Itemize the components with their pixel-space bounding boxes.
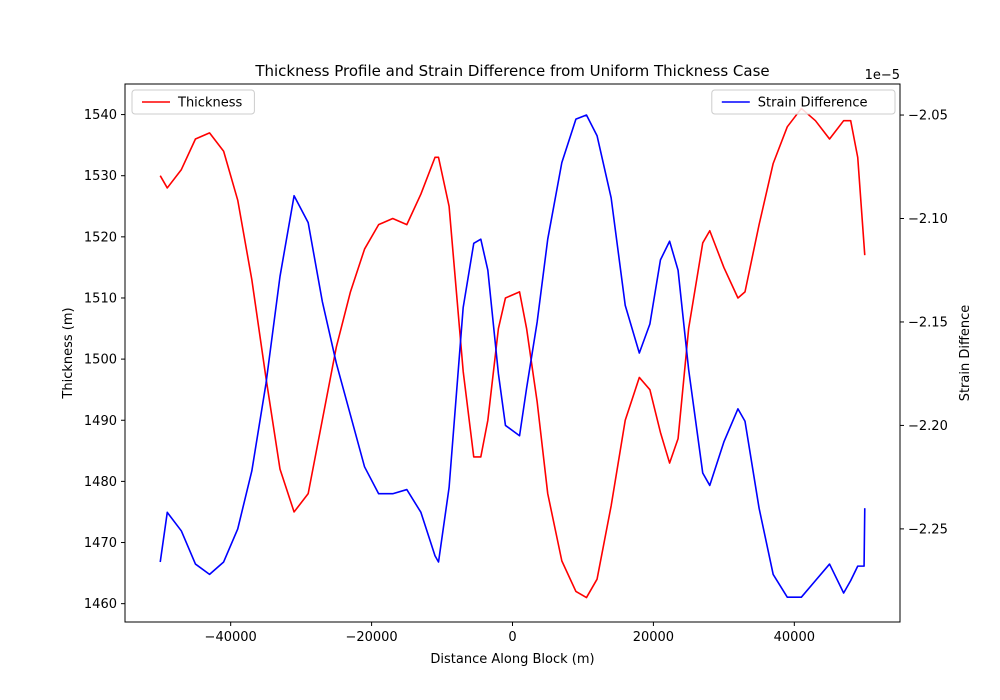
plot-area [159,107,866,599]
x-tick-label: 0 [508,630,516,645]
y-left-tick-label: 1510 [84,291,117,306]
y-left-tick-label: 1460 [84,597,117,612]
x-tick-label: −40000 [205,630,257,645]
legend-thickness: Thickness [131,89,255,115]
series-line-strain-difference [159,114,866,598]
y-right-tick-label: −2.05 [908,109,948,124]
right-axis-multiplier: 1e−5 [865,68,900,83]
x-tick-label: 40000 [774,630,815,645]
legend-box [711,89,896,115]
y-left-tick-label: 1540 [84,108,117,123]
legends: Thickness Strain Difference [131,89,896,115]
legend-label: Strain Difference [758,96,868,111]
x-tick-label: −20000 [345,630,397,645]
series-line-thickness [159,107,866,599]
y-left-tick-label: 1480 [84,475,117,490]
y-left-tick-label: 1490 [84,414,117,429]
y-right-tick-label: −2.15 [908,315,948,330]
y-axis-label-left: Thickness (m) [61,307,76,399]
x-tick-label: 20000 [633,630,674,645]
y-left-tick-label: 1520 [84,230,117,245]
y-left-tick-label: 1470 [84,536,117,551]
chart-title: Thickness Profile and Strain Difference … [254,62,769,80]
y-right-tick-label: −2.10 [908,212,948,227]
legend-strain-difference: Strain Difference [711,89,896,115]
y-left-tick-label: 1500 [84,353,117,368]
x-axis-label: Distance Along Block (m) [430,652,594,667]
y-axis-label-right: Strain Diffence [958,305,973,402]
axes: −40000 −20000 0 20000 40000 1460 1470 1480 1490 1… [84,83,948,645]
y-right-tick-label: −2.20 [908,419,948,434]
y-right-tick-label: −2.25 [908,522,948,537]
legend-box [131,89,255,115]
legend-label: Thickness [177,96,242,111]
y-left-tick-label: 1530 [84,169,117,184]
plot-frame [124,83,901,623]
